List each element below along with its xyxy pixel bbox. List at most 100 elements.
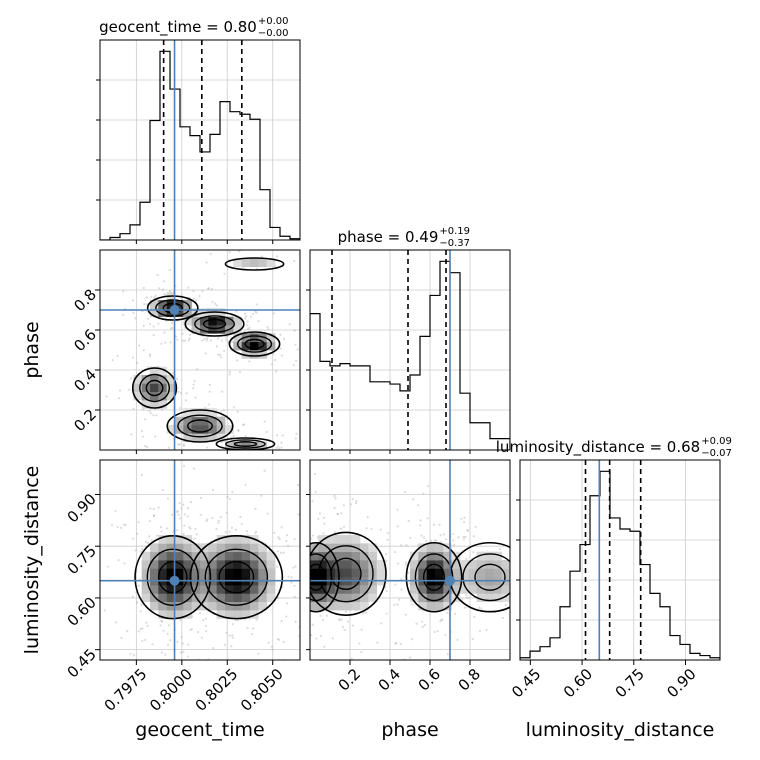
scatter-point	[228, 373, 231, 376]
title-minus-luminosity_distance: −0.07	[701, 448, 732, 459]
scatter-point	[286, 571, 288, 573]
scatter-point	[276, 637, 279, 641]
scatter-point	[208, 390, 211, 393]
scatter-point	[339, 527, 343, 530]
scatter-point	[534, 574, 536, 576]
scatter-point	[144, 638, 147, 641]
scatter-point	[314, 473, 317, 476]
scatter-point	[157, 322, 160, 325]
density-cell	[191, 416, 201, 426]
density-cell	[493, 551, 503, 561]
scatter-point	[180, 636, 183, 639]
scatter-point	[323, 645, 326, 648]
scatter-point	[292, 544, 294, 546]
scatter-point	[176, 529, 179, 532]
density-cell	[250, 593, 259, 603]
scatter-point	[151, 643, 154, 646]
density-cell	[225, 560, 234, 569]
scatter-point	[282, 640, 285, 644]
density-cell	[310, 551, 319, 561]
scatter-point	[124, 523, 127, 526]
density-cell	[326, 585, 336, 594]
scatter-point	[294, 515, 296, 517]
scatter-point	[230, 436, 233, 439]
x-tick-label: 0.4	[375, 665, 405, 695]
scatter-point	[351, 624, 355, 627]
scatter-point	[225, 631, 228, 634]
contour-line	[224, 257, 285, 271]
scatter-point	[129, 377, 133, 380]
scatter-point	[205, 519, 208, 522]
scatter-point	[141, 639, 144, 643]
density-cell	[166, 610, 176, 619]
scatter-point	[254, 531, 257, 535]
scatter-point	[250, 632, 253, 636]
scatter-point	[277, 445, 280, 448]
density-cell	[335, 585, 344, 594]
density-cell	[351, 535, 361, 544]
scatter-point	[287, 544, 290, 547]
density-cell	[216, 535, 226, 544]
density-cell	[200, 568, 209, 578]
density-cell	[258, 560, 268, 569]
panel-content	[286, 460, 551, 660]
density-cell	[208, 568, 218, 578]
contour-line	[310, 531, 387, 616]
scatter-point	[228, 497, 231, 501]
scatter-point	[188, 333, 191, 336]
density-cell	[150, 308, 159, 318]
scatter-point	[306, 574, 308, 576]
density-cell	[141, 585, 151, 594]
scatter-point	[226, 495, 229, 498]
contour-line	[157, 561, 188, 594]
scatter-point	[131, 595, 135, 598]
scatter-point	[549, 563, 551, 565]
density-cell	[258, 585, 268, 594]
scatter-point	[244, 315, 247, 318]
density-cell	[200, 585, 209, 594]
density-cell	[435, 551, 444, 561]
scatter-point	[385, 559, 388, 563]
scatter-point	[260, 494, 263, 497]
density-cell	[326, 535, 336, 544]
scatter-point	[206, 518, 209, 521]
scatter-point	[152, 507, 155, 511]
density-cell	[233, 333, 243, 343]
scatter-point	[160, 408, 164, 411]
density-cell	[158, 366, 168, 376]
scatter-point	[167, 446, 170, 449]
density-cell	[183, 610, 193, 619]
density-cell	[451, 568, 461, 578]
scatter-point	[307, 348, 309, 350]
scatter-point	[266, 325, 269, 329]
density-cell	[343, 560, 353, 569]
density-cell	[241, 551, 251, 561]
scatter-point	[148, 353, 152, 356]
density-cell	[208, 543, 218, 553]
density-cell	[183, 560, 193, 569]
density-cell	[183, 425, 193, 434]
scatter-point	[211, 516, 214, 520]
density-cell	[266, 560, 276, 569]
density-cell	[233, 316, 243, 326]
scatter-point	[223, 349, 226, 353]
scatter-point	[296, 608, 298, 610]
density-cell	[191, 325, 201, 334]
contour-line	[233, 441, 258, 447]
scatter-point	[194, 527, 197, 530]
scatter-point	[123, 562, 126, 565]
density-cell	[476, 593, 486, 603]
contour-line	[146, 548, 199, 606]
scatter-point	[142, 408, 145, 411]
scatter-point	[220, 339, 224, 342]
scatter-panel-luminosity_distance-vs-geocent_time	[99, 459, 301, 661]
scatter-point	[182, 444, 186, 447]
scatter-point	[294, 437, 297, 440]
scatter-point	[116, 354, 119, 357]
density-cell	[485, 585, 494, 594]
density-cell	[183, 433, 193, 443]
density-cell	[208, 551, 218, 561]
scatter-point	[152, 414, 155, 417]
density-cell	[225, 316, 234, 326]
density-cell	[166, 560, 176, 569]
